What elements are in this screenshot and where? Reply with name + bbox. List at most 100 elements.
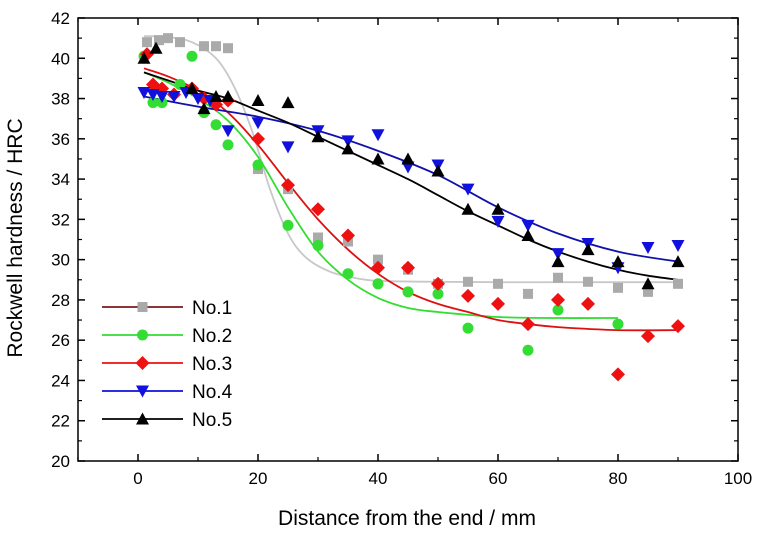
data-point [281, 96, 295, 109]
data-point [221, 125, 235, 138]
y-tick-label: 28 [51, 291, 70, 310]
data-point [154, 35, 164, 46]
legend-item-series-3: No.3 [102, 354, 232, 375]
x-tick-label: 100 [724, 469, 752, 488]
data-point [147, 97, 159, 109]
y-tick-label: 22 [51, 412, 70, 431]
data-point [155, 91, 169, 104]
data-point [282, 219, 294, 231]
series-5-points [137, 41, 685, 290]
y-tick-label: 36 [51, 130, 70, 149]
data-point [431, 276, 445, 291]
data-point [611, 367, 625, 382]
data-point [185, 81, 199, 94]
data-point [371, 129, 385, 142]
data-point [197, 102, 211, 115]
data-point [613, 282, 623, 293]
x-tick-label: 20 [249, 469, 268, 488]
data-point [581, 243, 595, 256]
data-point [371, 260, 385, 275]
data-point [432, 288, 444, 300]
data-point [671, 240, 685, 253]
legend-marker [136, 385, 149, 398]
legend-item-series-4: No.4 [102, 382, 233, 403]
x-tick-label: 80 [609, 469, 628, 488]
y-tick-label: 34 [51, 170, 70, 189]
x-tick-label: 60 [489, 469, 508, 488]
data-points [137, 33, 685, 382]
data-point [402, 286, 414, 298]
data-point [521, 228, 535, 241]
legend-label: No.5 [192, 410, 232, 431]
data-point [251, 117, 265, 130]
data-point [461, 202, 475, 215]
data-point [673, 278, 683, 289]
legend-marker [137, 302, 148, 312]
data-point [641, 242, 655, 255]
fit-curve-series-4 [143, 95, 679, 263]
y-tick-label: 30 [51, 251, 70, 270]
data-point [313, 232, 323, 243]
y-tick-label: 20 [51, 452, 70, 471]
data-point [149, 41, 163, 54]
axis-ticks: 0 20 40 60 80 100 20 22 24 26 28 30 32 34 36 38 40 42 [51, 9, 752, 488]
y-axis-title: Rockwell hardness / HRC [4, 118, 27, 357]
fit-curve-series-1 [143, 35, 678, 284]
legend-label: No.4 [192, 382, 233, 403]
data-point [311, 130, 325, 143]
data-point [372, 278, 384, 290]
legend-label: No.1 [192, 298, 232, 319]
data-point [342, 268, 354, 280]
legend-label: No.2 [192, 326, 232, 347]
data-point [431, 164, 445, 177]
data-point [641, 329, 655, 344]
data-point [223, 43, 233, 54]
data-point [186, 50, 198, 62]
data-point [251, 94, 265, 107]
data-point [583, 276, 593, 287]
data-point [312, 240, 324, 252]
x-tick-label: 40 [369, 469, 388, 488]
data-point [643, 286, 653, 297]
data-point [553, 272, 563, 283]
data-point [521, 317, 535, 332]
data-point [311, 202, 325, 217]
legend-marker [136, 412, 149, 425]
data-point [671, 255, 685, 268]
data-point [191, 93, 205, 106]
data-point [491, 296, 505, 311]
y-tick-label: 24 [51, 371, 70, 390]
data-point [341, 228, 355, 243]
data-point [581, 296, 595, 311]
data-point [281, 178, 295, 193]
data-point [142, 37, 152, 48]
data-point [521, 219, 535, 232]
data-point [462, 322, 474, 334]
data-point [373, 254, 383, 265]
series-3-points [140, 47, 685, 382]
y-tick-label: 42 [51, 9, 70, 28]
data-point [461, 288, 475, 303]
data-point [491, 215, 505, 228]
data-point [552, 304, 564, 316]
data-point [211, 41, 221, 52]
y-tick-label: 38 [51, 90, 70, 109]
data-point [551, 248, 565, 261]
series-1-points [142, 33, 683, 299]
x-tick-label: 0 [133, 469, 142, 488]
data-point [371, 152, 385, 165]
data-point [522, 344, 534, 356]
data-point [199, 41, 209, 52]
data-point [523, 288, 533, 299]
data-point [281, 141, 295, 154]
data-point [551, 292, 565, 307]
data-point [461, 183, 475, 196]
y-tick-label: 40 [51, 49, 70, 68]
data-point [137, 51, 151, 64]
legend-marker [137, 329, 148, 341]
data-point [221, 90, 235, 103]
data-point [671, 319, 685, 334]
legend-marker [135, 356, 150, 370]
data-point [341, 142, 355, 155]
